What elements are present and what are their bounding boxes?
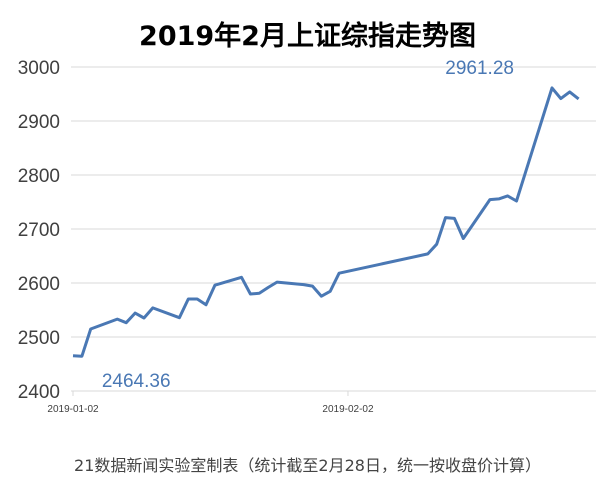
y-tick-label: 2600 [18,274,60,295]
source-note: 21数据新闻实验室制表（统计截至2月28日，统一按收盘价计算） [74,456,541,475]
x-tick-label: 2019-01-02 [47,404,99,415]
data-label: 2961.28 [445,58,514,79]
x-tick-label: 2019-02-02 [322,404,374,415]
y-tick-label: 3000 [18,58,60,79]
chart-title: 2019年2月上证综指走势图 [139,21,476,52]
y-tick-label: 2900 [18,112,60,133]
y-tick-label: 2800 [18,166,60,187]
series-line [72,86,580,358]
data-label: 2464.36 [102,371,171,392]
y-tick-label: 2500 [18,328,60,349]
y-tick-label: 2400 [18,382,60,403]
y-tick-label: 2700 [18,220,60,241]
